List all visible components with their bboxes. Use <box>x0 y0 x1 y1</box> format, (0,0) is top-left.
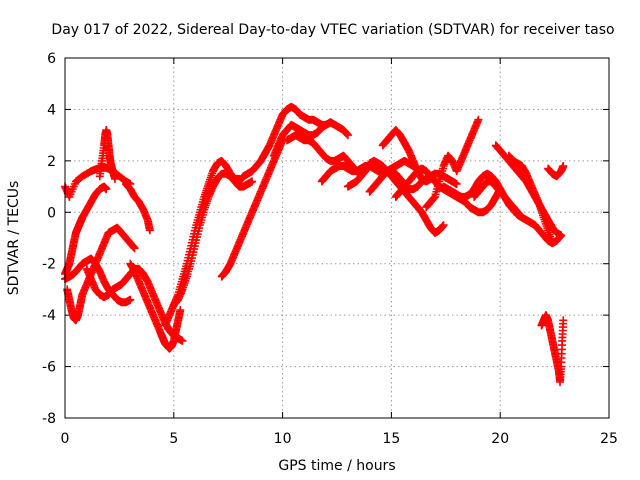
plus-markers <box>544 162 568 181</box>
grid-lines <box>65 58 609 418</box>
plus-markers <box>217 136 287 281</box>
plus-markers <box>504 151 557 248</box>
y-tick-label: -4 <box>42 308 56 324</box>
y-tick-label: 4 <box>47 102 56 118</box>
y-tick-label: 2 <box>47 154 56 170</box>
y-tick-label: -6 <box>42 360 56 376</box>
series-track-25 <box>544 162 568 181</box>
plus-markers <box>121 180 154 235</box>
axis-ticks: 0 5 10 15 20 25 -8 -6 -4 -2 0 2 4 6 <box>42 51 618 447</box>
x-axis-label: GPS time / hours <box>278 458 395 474</box>
plus-markers <box>95 126 119 183</box>
series-track-11 <box>217 136 287 281</box>
y-tick-label: -8 <box>42 411 56 427</box>
series-track-10 <box>169 169 257 309</box>
x-tick-label: 15 <box>382 431 400 447</box>
plus-markers <box>235 102 331 186</box>
series-track-13 <box>269 118 352 160</box>
series-track-24 <box>504 151 557 248</box>
series-track-12 <box>235 102 331 186</box>
plot-frame <box>64 57 610 419</box>
x-tick-label: 10 <box>274 431 292 447</box>
plus-markers <box>126 259 185 353</box>
y-tick-label: 0 <box>47 205 56 221</box>
data-points <box>61 102 568 386</box>
chart-title: Day 017 of 2022, Sidereal Day-to-day VTE… <box>51 22 614 38</box>
plus-markers <box>269 118 352 160</box>
series-track-26 <box>537 311 568 386</box>
x-tick-label: 0 <box>61 431 70 447</box>
series-track-3 <box>121 180 154 235</box>
series-track-20 <box>422 115 483 212</box>
series-track-14 <box>283 131 365 178</box>
plus-markers <box>169 169 257 309</box>
x-tick-label: 25 <box>600 431 618 447</box>
y-tick-label: -2 <box>42 257 56 273</box>
series-track-8 <box>126 259 185 353</box>
x-tick-label: 20 <box>491 431 509 447</box>
plus-markers <box>537 311 568 386</box>
y-tick-label: 6 <box>47 51 56 67</box>
x-tick-label: 5 <box>169 431 178 447</box>
series-track-2 <box>95 126 119 183</box>
y-axis-label: SDTVAR / TECUs <box>6 181 22 296</box>
plus-markers <box>283 131 365 178</box>
plus-markers <box>422 115 483 212</box>
